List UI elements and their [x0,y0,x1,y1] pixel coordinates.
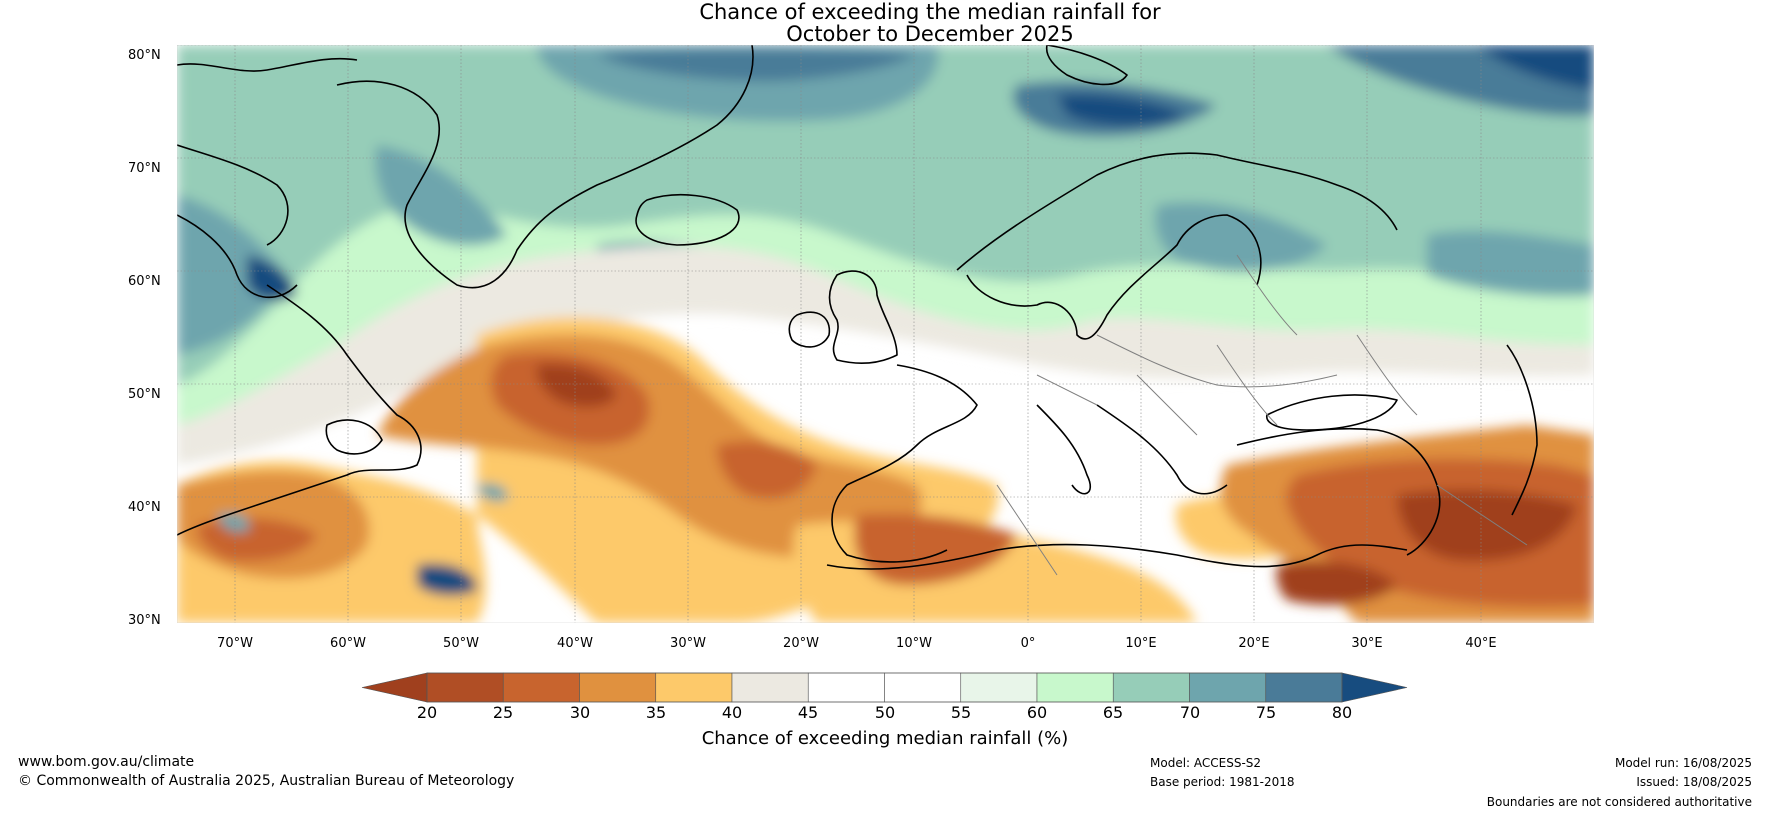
colorbar-tick-55: 55 [950,703,972,722]
coastline-north-africa [826,543,1408,570]
colorbar-cell [426,672,504,703]
graticule [177,45,1594,623]
colorbar-tick-40: 40 [721,703,743,722]
colorbar-cell [960,672,1038,703]
lon-label-10w: 10°W [896,636,932,651]
colorbar-cell [1189,672,1267,703]
colorbar-cell [1036,672,1114,703]
colorbar-tick-35: 35 [645,703,667,722]
lon-label-70w: 70°W [217,636,253,651]
colorbar-cell [579,672,657,703]
base-period: Base period: 1981-2018 [1150,775,1295,789]
colorbar-extend-high [1341,672,1408,703]
coastlines [177,45,1538,570]
coastline-greenland [336,45,754,289]
colorbar-tick-70: 70 [1179,703,1201,722]
lat-label-60n: 60°N [128,274,161,289]
colorbar-cell [884,672,962,703]
website-link[interactable]: www.bom.gov.au/climate [18,754,195,770]
colorbar-extend-low [361,672,428,703]
colorbar-label: Chance of exceeding median rainfall (%) [701,728,1069,749]
colorbar-tick-30: 30 [569,703,591,722]
lon-label-10e: 10°E [1125,636,1157,651]
rainfall-map [177,45,1594,623]
colorbar-cell [1112,672,1190,703]
map-title-line-1: Chance of exceeding the median rainfall … [699,0,1161,24]
coastline-caspian [1506,344,1538,516]
coastline-italy [1036,404,1092,495]
lon-label-20w: 20°W [783,636,819,651]
lat-label-30n: 30°N [128,613,161,628]
lon-label-40e: 40°E [1465,636,1497,651]
lon-label-60w: 60°W [330,636,366,651]
shaded-field [177,45,1594,623]
lat-label-80n: 80°N [128,48,161,63]
colorbar-tick-45: 45 [797,703,819,722]
colorbar-cell [1265,672,1343,703]
colorbar-cell [807,672,885,703]
lon-label-30w: 30°W [670,636,706,651]
coastline-newfoundland [325,419,383,455]
coastline-ireland [788,311,831,348]
lon-label-0: 0° [1020,636,1036,651]
colorbar-tick-50: 50 [874,703,896,722]
copyright-notice: © Commonwealth of Australia 2025, Austra… [18,773,515,789]
colorbar-tick-60: 60 [1026,703,1048,722]
coastline-black-sea [1266,394,1398,431]
lon-label-30e: 30°E [1351,636,1383,651]
coastline-europe-west [831,364,978,563]
lat-label-70n: 70°N [128,161,161,176]
coastline-iceland [635,194,740,246]
coastline-labrador [177,284,422,536]
coastline-turkey [1236,427,1441,556]
issued-date: Issued: 18/08/2025 [1636,775,1752,789]
colorbar-cell [502,672,580,703]
colorbar-tick-75: 75 [1255,703,1277,722]
coastline-scandinavia [956,152,1398,340]
borders [996,254,1528,576]
lon-label-20e: 20°E [1238,636,1270,651]
model-name: Model: ACCESS-S2 [1150,756,1262,770]
lat-label-40n: 40°N [128,500,161,515]
coastline-britain [828,270,898,365]
colorbar-tick-65: 65 [1102,703,1124,722]
colorbar [361,672,1408,703]
colorbar-cell [731,672,809,703]
coastline-canada-north [177,57,358,299]
lon-label-40w: 40°W [557,636,593,651]
lon-label-50w: 50°W [443,636,479,651]
boundaries-disclaimer: Boundaries are not considered authoritat… [1486,795,1752,809]
lat-label-50n: 50°N [128,387,161,402]
coastline-balkans [1096,404,1228,495]
map-title-line-2: October to December 2025 [786,22,1074,46]
model-run-date: Model run: 16/08/2025 [1614,756,1752,770]
colorbar-tick-80: 80 [1331,703,1353,722]
coastline-svalbard [1045,45,1128,86]
colorbar-tick-20: 20 [416,703,438,722]
colorbar-cell [655,672,733,703]
colorbar-tick-25: 25 [492,703,514,722]
